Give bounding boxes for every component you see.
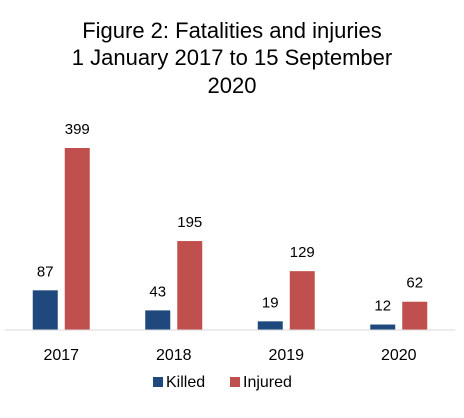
bar-injured-2020 bbox=[402, 301, 428, 330]
legend-label-injured: Injured bbox=[243, 374, 292, 391]
x-tick-label-2020: 2020 bbox=[381, 347, 417, 364]
data-label-killed-2018: 43 bbox=[149, 283, 166, 300]
chart-title-line-3: 2020 bbox=[208, 73, 257, 98]
data-label-injured-2017: 399 bbox=[65, 121, 90, 138]
data-label-injured-2019: 129 bbox=[290, 244, 315, 261]
x-tick-label-2017: 2017 bbox=[43, 347, 79, 364]
bar-killed-2019 bbox=[257, 321, 283, 330]
x-tick-label-2019: 2019 bbox=[268, 347, 304, 364]
x-tick-label-2018: 2018 bbox=[156, 347, 192, 364]
legend-swatch-injured bbox=[230, 377, 240, 387]
bar-killed-2018 bbox=[145, 310, 171, 330]
chart-title: Figure 2: Fatalities and injuries 1 Janu… bbox=[72, 18, 392, 98]
data-label-injured-2020: 62 bbox=[406, 275, 423, 292]
legend-label-killed: Killed bbox=[166, 374, 205, 391]
bar-injured-2017 bbox=[64, 148, 90, 330]
data-label-killed-2020: 12 bbox=[374, 298, 391, 315]
bar-injured-2019 bbox=[289, 271, 315, 330]
data-label-killed-2019: 19 bbox=[262, 294, 279, 311]
bar-killed-2020 bbox=[370, 324, 396, 330]
legend-swatch-killed bbox=[153, 377, 163, 387]
x-axis-ticks: 2017 2018 2019 2020 bbox=[43, 347, 416, 364]
plot-area: 87 399 43 195 19 129 12 62 bbox=[32, 121, 428, 330]
bar-killed-2017 bbox=[32, 290, 58, 330]
data-label-injured-2018: 195 bbox=[177, 214, 202, 231]
bar-injured-2018 bbox=[177, 241, 203, 330]
legend: Killed Injured bbox=[153, 374, 292, 391]
chart-title-line-1: Figure 2: Fatalities and injuries bbox=[82, 18, 382, 43]
chart-title-line-2: 1 January 2017 to 15 September bbox=[72, 45, 392, 70]
data-label-killed-2017: 87 bbox=[37, 263, 54, 280]
